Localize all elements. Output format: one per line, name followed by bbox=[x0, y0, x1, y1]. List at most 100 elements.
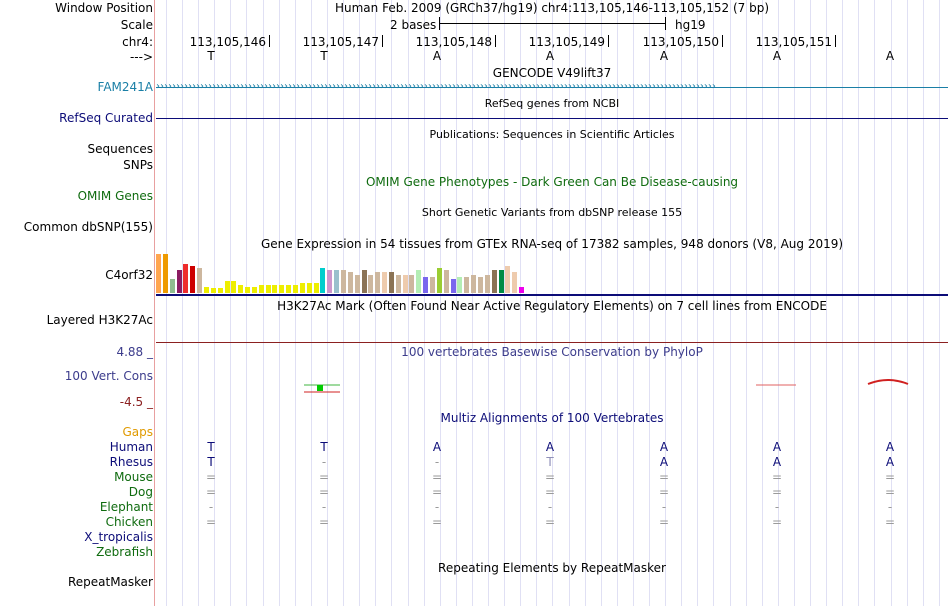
gtex-bar[interactable] bbox=[443, 270, 449, 293]
gtex-bar[interactable] bbox=[491, 270, 497, 293]
gtex-bar[interactable] bbox=[409, 275, 415, 293]
gridline bbox=[762, 0, 763, 606]
gtex-bar[interactable] bbox=[464, 277, 470, 293]
gtex-bar[interactable] bbox=[197, 268, 203, 293]
gtex-bar[interactable] bbox=[430, 277, 435, 293]
gtex-bar[interactable] bbox=[299, 283, 305, 293]
gtex-bar[interactable] bbox=[402, 275, 408, 293]
gtex-bar[interactable] bbox=[258, 285, 264, 293]
species-label[interactable]: Mouse bbox=[114, 470, 153, 484]
gtex-bar[interactable] bbox=[293, 285, 298, 293]
sequences-label[interactable]: Sequences bbox=[87, 142, 153, 156]
gtex-bar[interactable] bbox=[505, 266, 511, 293]
alignment-base: = bbox=[884, 470, 896, 484]
alignment-base: A bbox=[772, 455, 782, 469]
species-label[interactable]: Zebrafish bbox=[96, 545, 153, 559]
gtex-bar[interactable] bbox=[217, 288, 223, 293]
gtex-bar[interactable] bbox=[450, 279, 456, 293]
gtex-bar[interactable] bbox=[471, 275, 477, 293]
h3k27ac-track-title: H3K27Ac Mark (Often Found Near Active Re… bbox=[277, 299, 827, 313]
gtex-bar[interactable] bbox=[361, 270, 367, 293]
gtex-bar[interactable] bbox=[265, 285, 271, 293]
repeatmasker-label[interactable]: RepeatMasker bbox=[67, 575, 153, 589]
reference-base: A bbox=[885, 49, 895, 63]
gtex-bar[interactable] bbox=[416, 270, 422, 293]
gtex-gene-label[interactable]: C4orf32 bbox=[105, 268, 153, 282]
gtex-bar[interactable] bbox=[498, 270, 504, 293]
gtex-bar[interactable] bbox=[169, 279, 175, 293]
gtex-bar[interactable] bbox=[340, 270, 346, 293]
gtex-bar[interactable] bbox=[477, 277, 483, 293]
gridline bbox=[617, 0, 618, 606]
gtex-bar[interactable] bbox=[176, 270, 182, 293]
alignment-base: - bbox=[547, 500, 553, 514]
alignment-base: A bbox=[545, 440, 555, 454]
gtex-bar[interactable] bbox=[388, 272, 394, 293]
phylop-track-title: 100 vertebrates Basewise Conservation by… bbox=[401, 345, 703, 359]
gtex-bar[interactable] bbox=[162, 254, 168, 293]
species-label[interactable]: Dog bbox=[128, 485, 153, 499]
gtex-bar[interactable] bbox=[210, 288, 216, 293]
gtex-bar[interactable] bbox=[190, 266, 196, 293]
gtex-bar[interactable] bbox=[183, 264, 189, 293]
gtex-bar[interactable] bbox=[395, 275, 401, 293]
species-label[interactable]: Chicken bbox=[105, 515, 153, 529]
gtex-bar[interactable] bbox=[203, 287, 209, 293]
gridline bbox=[697, 0, 698, 606]
gtex-bar[interactable] bbox=[156, 254, 161, 293]
gridline bbox=[858, 0, 859, 606]
gtex-bar[interactable] bbox=[519, 287, 524, 293]
gridline bbox=[730, 0, 731, 606]
snps-label[interactable]: SNPs bbox=[123, 158, 153, 172]
gtex-bar[interactable] bbox=[224, 281, 230, 293]
gtex-bar[interactable] bbox=[279, 285, 285, 293]
gencode-gene-feature[interactable]: ››››››››››››››››››››››››››››››››››››››››… bbox=[156, 81, 948, 93]
gtex-bar[interactable] bbox=[334, 270, 340, 293]
alignment-base: = bbox=[771, 470, 783, 484]
reference-base: A bbox=[545, 49, 555, 63]
phylop-signal[interactable] bbox=[156, 378, 948, 398]
gtex-bar[interactable] bbox=[484, 275, 490, 293]
multiz-gaps-label[interactable]: Gaps bbox=[122, 425, 153, 439]
species-label[interactable]: Human bbox=[109, 440, 153, 454]
phylop-label[interactable]: 100 Vert. Cons bbox=[64, 369, 153, 383]
gridline bbox=[794, 0, 795, 606]
gtex-bar[interactable] bbox=[238, 285, 244, 293]
gtex-bar[interactable] bbox=[272, 285, 278, 293]
gridline bbox=[295, 0, 296, 606]
gtex-bar[interactable] bbox=[436, 268, 442, 293]
gtex-bar[interactable] bbox=[251, 287, 257, 293]
gencode-gene-label[interactable]: FAM241A bbox=[97, 80, 153, 94]
ruler-position-label: 113,105,148 bbox=[415, 35, 492, 49]
gtex-bar[interactable] bbox=[320, 268, 326, 293]
species-label[interactable]: Rhesus bbox=[109, 455, 153, 469]
gtex-bar[interactable] bbox=[512, 272, 518, 293]
gridline bbox=[488, 0, 489, 606]
gtex-bar[interactable] bbox=[306, 283, 312, 293]
gtex-bar[interactable] bbox=[231, 281, 237, 293]
gtex-bar[interactable] bbox=[368, 275, 374, 293]
gtex-bar[interactable] bbox=[245, 287, 250, 293]
gtex-bar-chart[interactable] bbox=[156, 252, 536, 293]
omim-label[interactable]: OMIM Genes bbox=[77, 189, 153, 203]
gridline bbox=[440, 0, 441, 606]
dbsnp-label[interactable]: Common dbSNP(155) bbox=[23, 220, 153, 234]
gtex-bar[interactable] bbox=[354, 275, 360, 293]
gtex-bar[interactable] bbox=[286, 285, 292, 293]
gtex-bar[interactable] bbox=[313, 283, 319, 293]
gtex-bar[interactable] bbox=[382, 272, 387, 293]
species-label[interactable]: Elephant bbox=[99, 500, 153, 514]
gtex-bar[interactable] bbox=[423, 277, 429, 293]
refseq-label[interactable]: RefSeq Curated bbox=[59, 111, 153, 125]
alignment-base: T bbox=[320, 440, 328, 454]
refseq-gene-line[interactable] bbox=[156, 118, 948, 119]
gtex-bar[interactable] bbox=[347, 272, 353, 293]
gtex-bar[interactable] bbox=[375, 272, 381, 293]
h3k27ac-label[interactable]: Layered H3K27Ac bbox=[46, 313, 153, 327]
ruler-tick bbox=[495, 35, 496, 47]
species-label[interactable]: X_tropicalis bbox=[84, 530, 153, 544]
gtex-bar[interactable] bbox=[457, 277, 463, 293]
gtex-bar[interactable] bbox=[327, 270, 333, 293]
gridline bbox=[536, 0, 537, 606]
